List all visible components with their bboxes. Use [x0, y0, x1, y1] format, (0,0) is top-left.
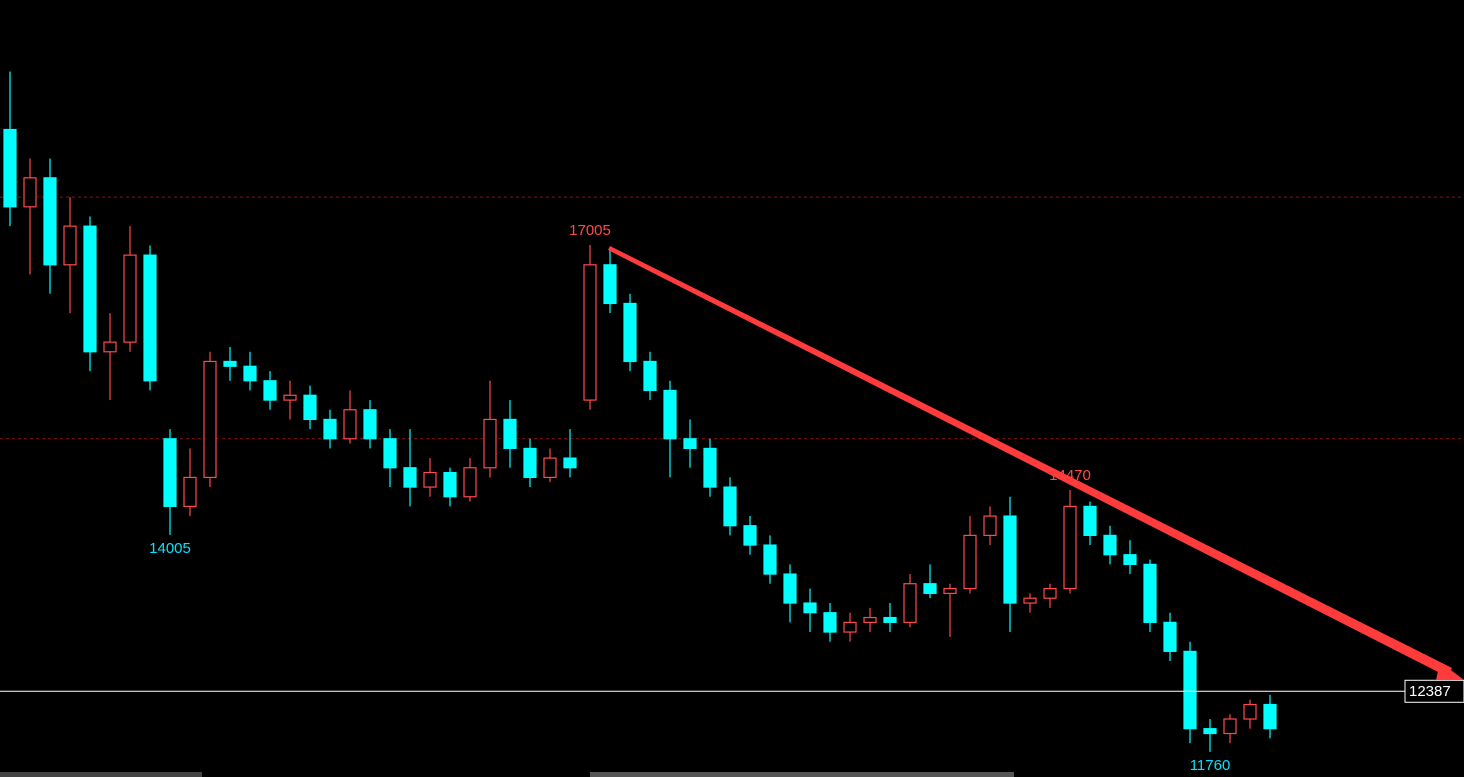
candle-body — [423, 471, 437, 488]
candle-body — [483, 418, 497, 469]
candle-body — [943, 587, 957, 594]
candle-body — [843, 621, 857, 633]
candle-body — [923, 583, 937, 594]
trend-line — [608, 246, 1452, 677]
trend-arrow — [1436, 662, 1464, 680]
candle-body — [163, 438, 177, 508]
candle-body — [863, 616, 877, 623]
candle-body — [963, 534, 977, 590]
candle-body — [1063, 505, 1077, 590]
candle-body — [803, 602, 817, 614]
candle-body — [503, 418, 517, 450]
candle-body — [743, 525, 757, 546]
candle-body — [1003, 515, 1017, 604]
last-price-box — [1404, 679, 1464, 703]
candle-body — [623, 302, 637, 363]
candle-body — [1163, 621, 1177, 652]
candle-body — [243, 365, 257, 382]
scrollbar — [0, 772, 202, 777]
candle-body — [543, 457, 557, 479]
candle-body — [403, 467, 417, 488]
candle-body — [663, 389, 677, 440]
candle-body — [563, 457, 577, 469]
candle-body — [303, 394, 317, 421]
plot: 17005 14470 14005 11760 12387 — [0, 71, 1464, 774]
candle-body — [463, 467, 477, 498]
high-label: 14470 — [1049, 467, 1091, 484]
candle-body — [603, 264, 617, 305]
candle-body — [1083, 505, 1097, 536]
candle-body — [263, 380, 277, 401]
candle-body — [223, 360, 237, 367]
candle-body — [443, 471, 457, 498]
candle-body — [783, 573, 797, 604]
low-label: 14005 — [149, 540, 191, 557]
candle-body — [3, 128, 17, 208]
candle-body — [1143, 563, 1157, 623]
candle-body — [903, 583, 917, 623]
candle-body — [643, 360, 657, 392]
candle-body — [63, 225, 77, 266]
candle-body — [183, 476, 197, 508]
candle-body — [123, 254, 137, 343]
candle-body — [363, 409, 377, 440]
candle-body — [723, 486, 737, 527]
candle-body — [523, 447, 537, 479]
high-label: 17005 — [569, 222, 611, 239]
candle-body — [1123, 554, 1137, 565]
candle-body — [703, 447, 717, 488]
candle-body — [983, 515, 997, 536]
candle-body — [83, 225, 97, 353]
scrollbar-thumb[interactable] — [590, 772, 1014, 777]
candle-body — [1243, 703, 1257, 720]
candle-body — [1223, 718, 1237, 735]
candle-body — [1023, 597, 1037, 604]
candle-body — [143, 254, 157, 382]
low-label: 11760 — [1190, 757, 1231, 774]
candle-body — [1263, 703, 1277, 730]
candle-body — [683, 438, 697, 450]
candle-body — [1203, 728, 1217, 735]
candle-body — [883, 616, 897, 623]
candle-body — [1183, 650, 1197, 730]
candle-body — [23, 177, 37, 208]
candle-body — [383, 438, 397, 469]
candle-body — [763, 544, 777, 575]
candle-body — [103, 341, 117, 353]
candle-body — [583, 264, 597, 401]
candle-body — [1103, 534, 1117, 556]
candle-body — [43, 177, 57, 266]
last-price-label: 12387 — [1409, 683, 1451, 700]
candle-body — [343, 409, 357, 440]
candle-body — [823, 612, 837, 633]
candle-body — [323, 418, 337, 440]
candle-body — [203, 360, 217, 479]
candle-body — [1043, 587, 1057, 599]
candle-body — [283, 394, 297, 401]
